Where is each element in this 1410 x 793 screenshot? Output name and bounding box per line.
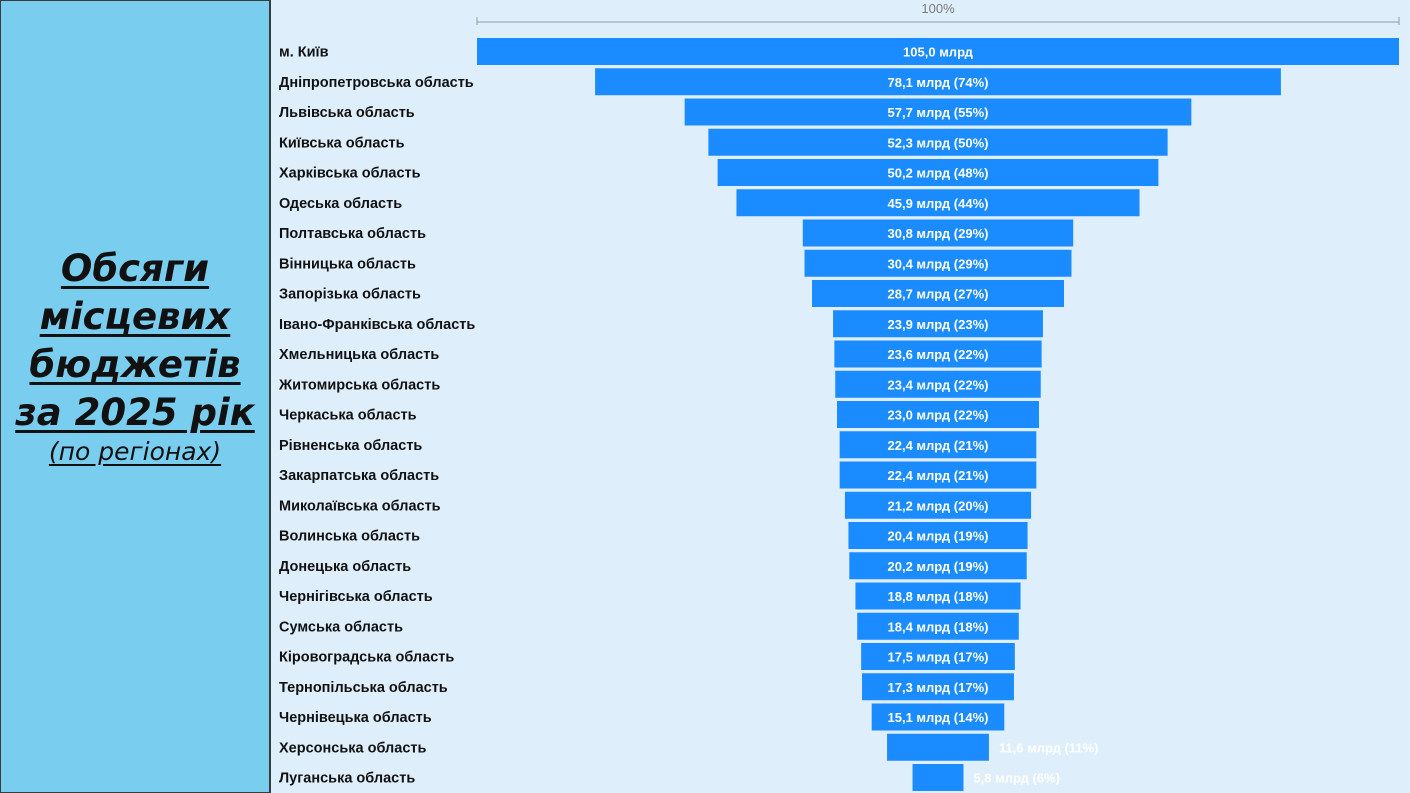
region-label: Сумська область: [279, 619, 403, 635]
region-label: Чернівецька область: [279, 710, 432, 726]
funnel-bar: [857, 612, 1019, 640]
region-label: Хмельницька область: [279, 347, 439, 363]
region-label: Черкаська область: [279, 408, 417, 424]
region-label: Харківська область: [279, 166, 421, 182]
scale-indicator: 100%: [476, 1, 1400, 25]
region-label: м. Київ: [279, 45, 329, 61]
bar-value-label: 78,1 млрд (74%): [888, 75, 989, 90]
funnel-bar: [595, 68, 1281, 96]
bar-value-label: 5,8 млрд (6%): [973, 771, 1060, 786]
bar-value-label: 20,4 млрд (19%): [888, 529, 989, 544]
bar-value-label: 105,0 млрд: [903, 45, 974, 60]
title-line-4: за 2025 рік: [15, 391, 255, 434]
funnel-bar: [834, 340, 1042, 368]
region-label: Запорізька область: [279, 287, 421, 303]
bar-value-label: 45,9 млрд (44%): [888, 196, 989, 211]
bar-value-label: 20,2 млрд (19%): [888, 559, 989, 574]
region-label: Тернопільська область: [279, 680, 448, 696]
bar-value-label: 50,2 млрд (48%): [888, 166, 989, 181]
bar-value-label: 21,2 млрд (20%): [888, 498, 989, 513]
funnel-bar: [833, 310, 1043, 338]
region-label: Кіровоградська область: [279, 650, 454, 666]
funnel-bar: [837, 401, 1039, 428]
bar-value-label: 30,8 млрд (29%): [888, 226, 989, 241]
funnel-bar: [839, 431, 1037, 459]
region-label: Закарпатська область: [279, 468, 439, 484]
region-label: Київська область: [279, 135, 405, 151]
bar-value-label: 15,1 млрд (14%): [888, 710, 989, 725]
bar-value-label: 23,9 млрд (23%): [888, 317, 989, 332]
funnel-bar: [861, 643, 1015, 670]
region-label: Одеська область: [279, 196, 402, 212]
bar-value-label: 17,3 млрд (17%): [888, 680, 989, 695]
region-label: Донецька область: [279, 559, 411, 575]
subtitle: (по регіонах): [48, 437, 222, 466]
data-labels: 105,0 млрд 78,1 млрд (74%) 57,7 млрд (55%)…: [888, 45, 1099, 786]
scale-label: 100%: [921, 1, 955, 16]
funnel-bar: [839, 461, 1037, 489]
title-line-2: місцевих: [39, 295, 231, 338]
region-label: Луганська область: [279, 771, 415, 787]
funnel-bar: [887, 733, 989, 761]
funnel-bar: [912, 764, 964, 791]
funnel-bar: [708, 128, 1168, 156]
funnel-bar: [848, 522, 1028, 549]
bar-value-label: 23,4 млрд (22%): [888, 377, 989, 392]
region-label: Житомирська область: [278, 377, 440, 393]
region-label: Вінницька область: [279, 256, 416, 272]
funnel-bar: [811, 280, 1065, 307]
funnel-chart: 100% м. Київ Дніпропетровська область Льві…: [278, 1, 1400, 791]
bar-value-label: 52,3 млрд (50%): [888, 135, 989, 150]
bar-value-label: 22,4 млрд (21%): [888, 438, 989, 453]
bar-value-label: 18,8 млрд (18%): [888, 589, 989, 604]
region-label: Дніпропетровська область: [279, 75, 474, 91]
funnel-bar: [736, 189, 1140, 217]
bar-value-label: 23,6 млрд (22%): [888, 347, 989, 362]
funnel-bar: [844, 491, 1032, 519]
funnel-bar: [849, 552, 1027, 580]
region-label: Рівненська область: [279, 438, 422, 454]
bar-value-label: 57,7 млрд (55%): [888, 105, 989, 120]
funnel-bar: [477, 38, 1399, 65]
bar-value-label: 28,7 млрд (27%): [888, 287, 989, 302]
region-label: Миколаївська область: [279, 498, 441, 514]
region-label: Полтавська область: [279, 226, 426, 242]
region-label: Чернігівська область: [279, 589, 433, 605]
funnel-bar: [862, 673, 1014, 701]
bars: [477, 38, 1399, 791]
funnel-bar: [717, 159, 1159, 186]
region-label: Херсонська область: [279, 740, 426, 756]
bar-value-label: 17,5 млрд (17%): [888, 650, 989, 665]
region-label: Львівська область: [279, 105, 415, 121]
funnel-bar: [835, 370, 1041, 398]
bar-value-label: 18,4 млрд (18%): [888, 619, 989, 634]
bar-value-label: 30,4 млрд (29%): [888, 256, 989, 271]
funnel-bar: [684, 98, 1192, 126]
funnel-bar: [855, 582, 1021, 610]
scale-bracket: [476, 17, 1400, 25]
region-labels: м. Київ Дніпропетровська область Львівська…: [278, 45, 475, 787]
funnel-bar: [804, 249, 1072, 277]
funnel-bar: [802, 219, 1074, 247]
title-line-3: бюджетів: [29, 343, 241, 386]
region-label: Волинська область: [279, 529, 420, 545]
page-title: Обсяги місцевих бюджетів за 2025 рік (по…: [1, 245, 269, 467]
funnel-bar: [871, 703, 1005, 731]
bar-value-label: 11,6 млрд (11%): [999, 740, 1099, 755]
bar-value-label: 23,0 млрд (22%): [888, 408, 989, 423]
title-line-1: Обсяги: [60, 247, 210, 290]
title-panel: Обсяги місцевих бюджетів за 2025 рік (по…: [0, 0, 271, 793]
bar-value-label: 22,4 млрд (21%): [888, 468, 989, 483]
funnel-chart-area: 100% м. Київ Дніпропетровська область Льві…: [271, 0, 1410, 793]
title-text: Обсяги місцевих бюджетів за 2025 рік: [1, 245, 269, 437]
region-label: Івано-Франківська область: [279, 317, 475, 333]
